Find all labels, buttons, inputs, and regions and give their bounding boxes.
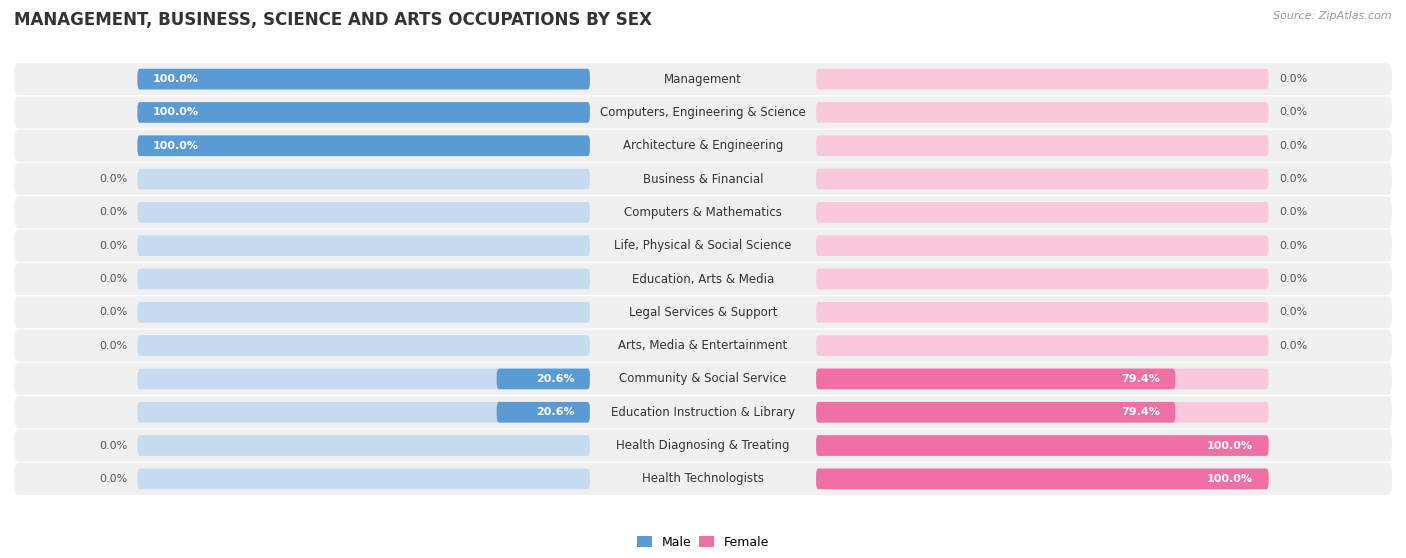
FancyBboxPatch shape [815, 235, 1268, 256]
FancyBboxPatch shape [14, 230, 1392, 262]
FancyBboxPatch shape [14, 463, 1392, 495]
FancyBboxPatch shape [815, 169, 1268, 189]
Text: 20.6%: 20.6% [536, 407, 575, 417]
Text: Source: ZipAtlas.com: Source: ZipAtlas.com [1274, 11, 1392, 21]
FancyBboxPatch shape [14, 396, 1392, 428]
FancyBboxPatch shape [138, 435, 591, 456]
Text: 100.0%: 100.0% [153, 74, 198, 84]
FancyBboxPatch shape [815, 268, 1268, 290]
Text: 100.0%: 100.0% [1208, 474, 1253, 484]
Text: 100.0%: 100.0% [153, 141, 198, 151]
FancyBboxPatch shape [14, 130, 1392, 162]
FancyBboxPatch shape [815, 335, 1268, 356]
Text: 0.0%: 0.0% [98, 274, 127, 284]
Text: 0.0%: 0.0% [98, 474, 127, 484]
FancyBboxPatch shape [14, 196, 1392, 228]
FancyBboxPatch shape [815, 302, 1268, 323]
Text: Arts, Media & Entertainment: Arts, Media & Entertainment [619, 339, 787, 352]
FancyBboxPatch shape [14, 163, 1392, 195]
Text: 0.0%: 0.0% [1279, 340, 1308, 350]
FancyBboxPatch shape [14, 63, 1392, 95]
Text: Community & Social Service: Community & Social Service [619, 372, 787, 386]
Text: MANAGEMENT, BUSINESS, SCIENCE AND ARTS OCCUPATIONS BY SEX: MANAGEMENT, BUSINESS, SCIENCE AND ARTS O… [14, 11, 652, 29]
FancyBboxPatch shape [496, 369, 591, 389]
Text: Management: Management [664, 73, 742, 85]
Text: 0.0%: 0.0% [98, 240, 127, 251]
Text: 0.0%: 0.0% [98, 441, 127, 450]
FancyBboxPatch shape [138, 268, 591, 290]
FancyBboxPatch shape [138, 469, 591, 489]
Text: 100.0%: 100.0% [153, 108, 198, 117]
Text: Legal Services & Support: Legal Services & Support [628, 306, 778, 319]
FancyBboxPatch shape [815, 369, 1268, 389]
FancyBboxPatch shape [138, 302, 591, 323]
Text: Business & Financial: Business & Financial [643, 172, 763, 186]
Text: 0.0%: 0.0% [1279, 108, 1308, 117]
FancyBboxPatch shape [815, 402, 1175, 422]
FancyBboxPatch shape [815, 435, 1268, 456]
Text: Computers & Mathematics: Computers & Mathematics [624, 206, 782, 219]
Text: Computers, Engineering & Science: Computers, Engineering & Science [600, 106, 806, 119]
Text: Life, Physical & Social Science: Life, Physical & Social Science [614, 239, 792, 252]
FancyBboxPatch shape [815, 469, 1268, 489]
Text: 0.0%: 0.0% [1279, 208, 1308, 218]
Text: 20.6%: 20.6% [536, 374, 575, 384]
Text: Health Diagnosing & Treating: Health Diagnosing & Treating [616, 439, 790, 452]
Text: 79.4%: 79.4% [1121, 407, 1160, 417]
FancyBboxPatch shape [815, 402, 1268, 422]
FancyBboxPatch shape [14, 296, 1392, 328]
Text: 100.0%: 100.0% [1208, 441, 1253, 450]
Text: 0.0%: 0.0% [98, 174, 127, 184]
FancyBboxPatch shape [138, 136, 591, 156]
FancyBboxPatch shape [815, 369, 1175, 389]
FancyBboxPatch shape [14, 263, 1392, 295]
FancyBboxPatch shape [138, 102, 591, 123]
Text: Health Technologists: Health Technologists [643, 473, 763, 485]
Text: Architecture & Engineering: Architecture & Engineering [623, 140, 783, 152]
Text: 0.0%: 0.0% [1279, 174, 1308, 184]
Text: 0.0%: 0.0% [98, 340, 127, 350]
FancyBboxPatch shape [138, 136, 591, 156]
FancyBboxPatch shape [815, 136, 1268, 156]
FancyBboxPatch shape [138, 202, 591, 223]
FancyBboxPatch shape [14, 363, 1392, 395]
FancyBboxPatch shape [138, 169, 591, 189]
FancyBboxPatch shape [14, 330, 1392, 362]
FancyBboxPatch shape [138, 69, 591, 89]
FancyBboxPatch shape [815, 202, 1268, 223]
FancyBboxPatch shape [138, 69, 591, 89]
Text: Education Instruction & Library: Education Instruction & Library [612, 406, 794, 418]
Text: 79.4%: 79.4% [1121, 374, 1160, 384]
Text: 0.0%: 0.0% [1279, 274, 1308, 284]
FancyBboxPatch shape [815, 102, 1268, 123]
Text: 0.0%: 0.0% [1279, 240, 1308, 251]
FancyBboxPatch shape [138, 235, 591, 256]
FancyBboxPatch shape [138, 102, 591, 123]
Text: 0.0%: 0.0% [1279, 74, 1308, 84]
Text: 0.0%: 0.0% [1279, 141, 1308, 151]
FancyBboxPatch shape [815, 435, 1268, 456]
FancyBboxPatch shape [815, 69, 1268, 89]
FancyBboxPatch shape [138, 402, 591, 422]
Text: 0.0%: 0.0% [98, 307, 127, 318]
Legend: Male, Female: Male, Female [631, 531, 775, 554]
FancyBboxPatch shape [138, 369, 591, 389]
FancyBboxPatch shape [138, 335, 591, 356]
Text: Education, Arts & Media: Education, Arts & Media [631, 272, 775, 286]
FancyBboxPatch shape [14, 430, 1392, 461]
Text: 0.0%: 0.0% [1279, 307, 1308, 318]
FancyBboxPatch shape [815, 469, 1268, 489]
FancyBboxPatch shape [496, 402, 591, 422]
FancyBboxPatch shape [14, 97, 1392, 128]
Text: 0.0%: 0.0% [98, 208, 127, 218]
